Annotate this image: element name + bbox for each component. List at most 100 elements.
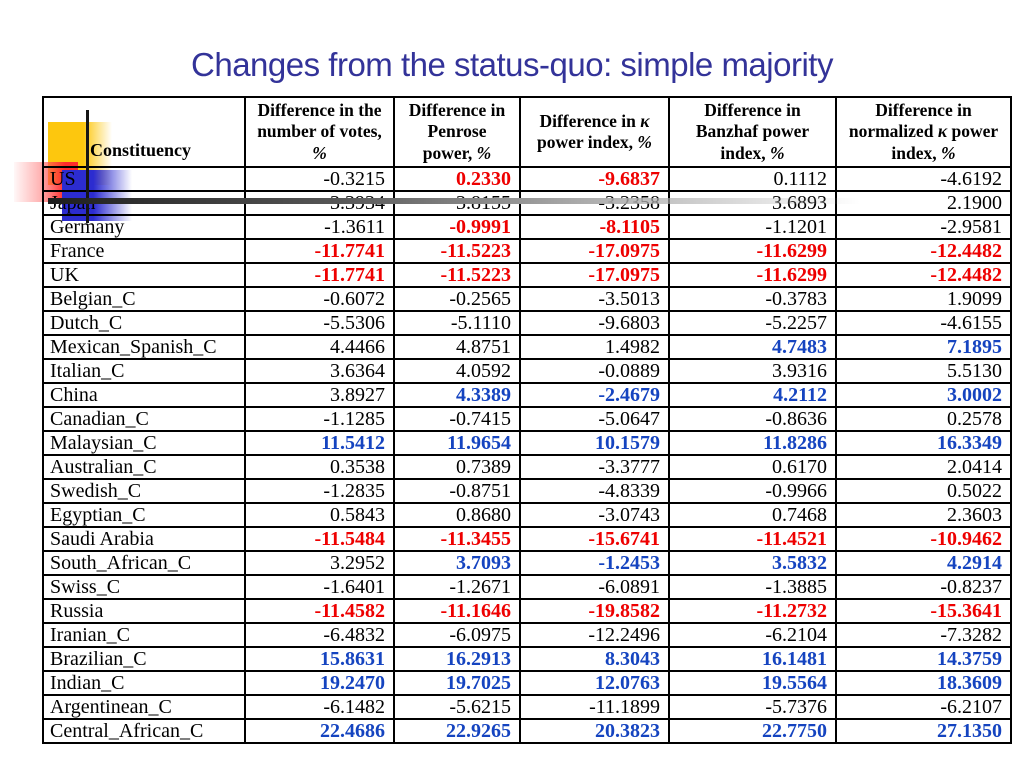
value-cell: -0.3215: [244, 166, 395, 193]
value-cell: 3.6364: [244, 358, 395, 385]
value-cell: 0.2330: [393, 166, 521, 193]
value-cell: -5.6215: [393, 694, 521, 721]
constituency-cell: Argentinean_C: [42, 694, 246, 721]
value-cell: -15.6741: [519, 526, 670, 553]
value-cell: -6.1482: [244, 694, 395, 721]
constituency-cell: Canadian_C: [42, 406, 246, 433]
value-cell: -11.6299: [668, 262, 837, 289]
table-row: Belgian_C -0.6072 -0.2565 -3.5013 -0.3783 1.9…: [42, 286, 1012, 313]
constituency-cell: Brazilian_C: [42, 646, 246, 673]
column-header: Difference in Penrose power, %: [393, 95, 521, 169]
value-cell: 12.0763: [519, 670, 670, 697]
value-cell: 4.2914: [835, 550, 1012, 577]
value-cell: 3.2952: [244, 550, 395, 577]
constituency-cell: Germany: [42, 214, 246, 241]
value-cell: -5.7376: [668, 694, 837, 721]
constituency-cell: Italian_C: [42, 358, 246, 385]
value-cell: -0.8237: [835, 574, 1012, 601]
value-cell: 10.1579: [519, 430, 670, 457]
power-index-table: Constituency Difference in the number of …: [42, 95, 1012, 745]
value-cell: -0.0889: [519, 358, 670, 385]
table-row: Canadian_C -1.1285 -0.7415 -5.0647 -0.8636 0.…: [42, 406, 1012, 433]
table-row: Swiss_C -1.6401 -1.2671 -6.0891 -1.3885 -0.82…: [42, 574, 1012, 601]
value-cell: 1.9099: [835, 286, 1012, 313]
table-row: Egyptian_C 0.5843 0.8680 -3.0743 0.7468 2.360…: [42, 502, 1012, 529]
table-row: Russia -11.4582 -11.1646 -19.8582 -11.2732 -1…: [42, 598, 1012, 625]
value-cell: -11.4521: [668, 526, 837, 553]
table-row: France -11.7741 -11.5223 -17.0975 -11.6299 -1…: [42, 238, 1012, 265]
value-cell: 0.7389: [393, 454, 521, 481]
value-cell: 16.1481: [668, 646, 837, 673]
value-cell: -0.9991: [393, 214, 521, 241]
value-cell: 18.3609: [835, 670, 1012, 697]
constituency-cell: Mexican_Spanish_C: [42, 334, 246, 361]
table-row: Malaysian_C 11.5412 11.9654 10.1579 11.8286 1…: [42, 430, 1012, 457]
table-row: Germany -1.3611 -0.9991 -8.1105 -1.1201 -2.95…: [42, 214, 1012, 241]
table-row: Italian_C 3.6364 4.0592 -0.0889 3.9316 5.5130: [42, 358, 1012, 385]
value-cell: -0.3783: [668, 286, 837, 313]
value-cell: -11.7741: [244, 262, 395, 289]
constituency-cell: France: [42, 238, 246, 265]
value-cell: 1.4982: [519, 334, 670, 361]
value-cell: -12.4482: [835, 262, 1012, 289]
value-cell: 14.3759: [835, 646, 1012, 673]
value-cell: -12.2496: [519, 622, 670, 649]
value-cell: -0.2565: [393, 286, 521, 313]
table-row: Saudi Arabia -11.5484 -11.3455 -15.6741 -11.…: [42, 526, 1012, 553]
value-cell: 3.5832: [668, 550, 837, 577]
value-cell: 15.8631: [244, 646, 395, 673]
constituency-cell: China: [42, 382, 246, 409]
value-cell: 11.8286: [668, 430, 837, 457]
constituency-cell: Saudi Arabia: [42, 526, 246, 553]
value-cell: -2.4679: [519, 382, 670, 409]
constituency-cell: Egyptian_C: [42, 502, 246, 529]
value-cell: 7.1895: [835, 334, 1012, 361]
value-cell: 0.7468: [668, 502, 837, 529]
constituency-cell: Swedish_C: [42, 478, 246, 505]
table-row: South_African_C 3.2952 3.7093 -1.2453 3.5832…: [42, 550, 1012, 577]
value-cell: 4.7483: [668, 334, 837, 361]
table-row: US -0.3215 0.2330 -9.6837 0.1112 -4.6192: [42, 166, 1012, 193]
value-cell: -0.8636: [668, 406, 837, 433]
table-row: Central_African_C 22.4686 22.9265 20.3823 22…: [42, 718, 1012, 745]
value-cell: 4.8751: [393, 334, 521, 361]
constituency-cell: South_African_C: [42, 550, 246, 577]
value-cell: -10.9462: [835, 526, 1012, 553]
constituency-cell: UK: [42, 262, 246, 289]
value-cell: 22.7750: [668, 718, 837, 745]
table-row: Indian_C 19.2470 19.7025 12.0763 19.5564 18.3…: [42, 670, 1012, 697]
constituency-cell: Dutch_C: [42, 310, 246, 337]
value-cell: -1.1201: [668, 214, 837, 241]
value-cell: -1.2453: [519, 550, 670, 577]
constituency-cell: Swiss_C: [42, 574, 246, 601]
value-cell: -17.0975: [519, 262, 670, 289]
value-cell: -12.4482: [835, 238, 1012, 265]
table-row: Iranian_C -6.4832 -6.0975 -12.2496 -6.2104 -7…: [42, 622, 1012, 649]
value-cell: -11.6299: [668, 238, 837, 265]
decor-horizontal-line: [48, 198, 860, 204]
slide-title: Changes from the status-quo: simple majo…: [191, 46, 833, 83]
table-row: Swedish_C -1.2835 -0.8751 -4.8339 -0.9966 0.5…: [42, 478, 1012, 505]
value-cell: -11.1899: [519, 694, 670, 721]
value-cell: -3.5013: [519, 286, 670, 313]
value-cell: -0.8751: [393, 478, 521, 505]
value-cell: -1.3611: [244, 214, 395, 241]
value-cell: -0.9966: [668, 478, 837, 505]
table-row: UK -11.7741 -11.5223 -17.0975 -11.6299 -12.44…: [42, 262, 1012, 289]
column-header: Difference in normalized κ power index, …: [835, 95, 1012, 169]
table-row: China 3.8927 4.3389 -2.4679 4.2112 3.0002: [42, 382, 1012, 409]
constituency-cell: Indian_C: [42, 670, 246, 697]
value-cell: 19.7025: [393, 670, 521, 697]
value-cell: -11.5223: [393, 262, 521, 289]
value-cell: -11.7741: [244, 238, 395, 265]
value-cell: -2.9581: [835, 214, 1012, 241]
value-cell: 20.3823: [519, 718, 670, 745]
value-cell: -1.3885: [668, 574, 837, 601]
value-cell: -7.3282: [835, 622, 1012, 649]
value-cell: 3.8927: [244, 382, 395, 409]
value-cell: 0.8680: [393, 502, 521, 529]
column-header: Difference in the number of votes, %: [244, 95, 395, 169]
value-cell: 4.2112: [668, 382, 837, 409]
value-cell: -0.7415: [393, 406, 521, 433]
value-cell: 2.3603: [835, 502, 1012, 529]
